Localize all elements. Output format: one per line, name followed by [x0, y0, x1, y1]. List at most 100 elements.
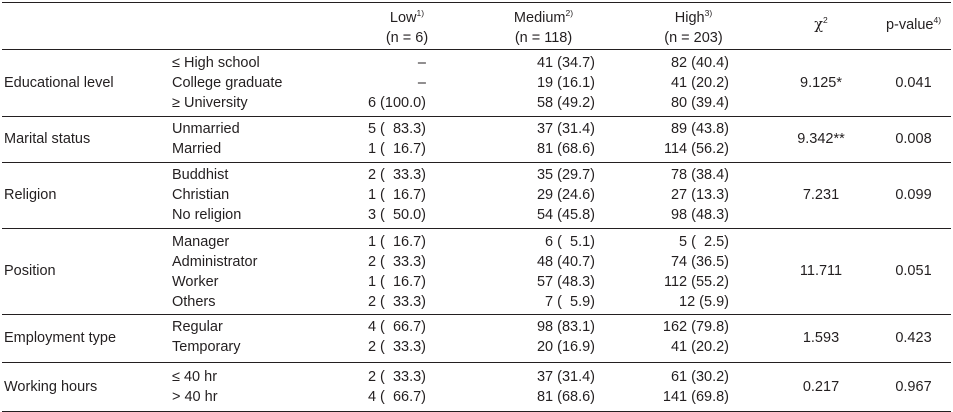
category-cell: Regular Temporary — [168, 315, 348, 362]
medium-value: 98 (83.1) — [536, 319, 595, 336]
medium-cell: 41 (34.7) 19 (16.1) 58 (49.2) — [466, 50, 621, 117]
medium-value: 57 (48.3) — [536, 273, 595, 290]
table-row: Working hours ≤ 40 hr > 40 hr 2 ( 33.3) 4 ( … — [2, 362, 951, 412]
header-medium: Medium2) (n = 118) — [513, 8, 574, 46]
category-value: Worker — [172, 273, 219, 290]
category-cell: Buddhist Christian No religion — [168, 162, 348, 228]
header-variable — [2, 3, 168, 50]
chi-square-value: 1.593 — [802, 330, 840, 347]
category-cell: ≤ High school College graduate ≥ Universit… — [168, 50, 348, 117]
header-category — [168, 3, 348, 50]
chi-square-value: 0.217 — [802, 378, 840, 395]
high-cell: 162 (79.8) 41 (20.2) — [621, 315, 766, 362]
category-value: Married — [172, 140, 222, 157]
variable-label: Educational level — [4, 74, 114, 91]
p-value: 0.099 — [895, 187, 932, 204]
low-value: – — [417, 75, 426, 92]
low-cell: – – 6 (100.0) — [348, 50, 466, 117]
medium-value: 48 (40.7) — [536, 253, 595, 270]
low-value: 1 ( 16.7) — [367, 140, 426, 157]
high-value: 114 (56.2) — [663, 140, 729, 157]
medium-cell: 37 (31.4) 81 (68.6) — [466, 362, 621, 411]
p-value: 0.423 — [895, 330, 932, 347]
medium-value: 6 ( 5.1) — [545, 233, 595, 250]
high-cell: 61 (30.2) 141 (69.8) — [621, 362, 766, 411]
category-cell: Manager Administrator Worker Others — [168, 228, 348, 315]
high-value: 5 ( 2.5) — [679, 233, 729, 250]
low-value: 3 ( 50.0) — [367, 207, 426, 224]
low-value: 4 ( 66.7) — [367, 319, 426, 336]
variable-label: Religion — [4, 187, 57, 204]
category-value: ≤ 40 hr — [172, 368, 218, 385]
table-row: Employment type Regular Temporary 4 ( 66.7)… — [2, 315, 951, 363]
category-value: ≤ High school — [172, 55, 260, 71]
medium-value: 29 (24.6) — [536, 187, 595, 204]
medium-value: 54 (45.8) — [536, 207, 595, 224]
medium-value: 37 (31.4) — [536, 368, 595, 385]
low-value: 2 ( 33.3) — [367, 368, 426, 385]
low-cell: 4 ( 66.7) 2 ( 33.3) — [348, 315, 466, 362]
high-cell: 5 ( 2.5) 74 (36.5) 112 (55.2) 12 (5.9) — [621, 228, 766, 315]
category-value: Others — [172, 294, 216, 311]
header-p-value: p-value4) — [885, 15, 942, 33]
high-cell: 78 (38.4) 27 (13.3) 98 (48.3) — [621, 162, 766, 228]
medium-value: 81 (68.6) — [536, 388, 595, 405]
header-high: High3) (n = 203) — [664, 8, 723, 46]
table-row: Position Manager Administrator Worker Others… — [2, 228, 951, 315]
high-value: 12 (5.9) — [679, 294, 729, 311]
medium-value: 58 (49.2) — [536, 95, 595, 112]
header-low: Low1) (n = 6) — [385, 8, 429, 46]
medium-value: 35 (29.7) — [536, 166, 595, 183]
category-cell: ≤ 40 hr > 40 hr — [168, 362, 348, 411]
chi-square-value: 9.125* — [800, 74, 842, 91]
low-value: 2 ( 33.3) — [367, 339, 426, 356]
low-value: 1 ( 16.7) — [367, 187, 426, 204]
high-value: 61 (30.2) — [670, 368, 729, 385]
low-value: 1 ( 16.7) — [367, 233, 426, 250]
low-value: 1 ( 16.7) — [367, 273, 426, 290]
table-body: Educational level ≤ High school College gr… — [2, 50, 951, 412]
high-value: 78 (38.4) — [670, 166, 729, 183]
table-row: Marital status Unmarried Married 5 ( 83.3) 1… — [2, 116, 951, 163]
category-value: No religion — [172, 207, 242, 224]
category-value: ≥ University — [172, 95, 248, 112]
low-cell: 5 ( 83.3) 1 ( 16.7) — [348, 116, 466, 162]
high-value: 27 (13.3) — [670, 187, 729, 204]
high-value: 80 (39.4) — [670, 95, 729, 112]
low-cell: 2 ( 33.3) 4 ( 66.7) — [348, 362, 466, 411]
category-value: Buddhist — [172, 166, 229, 183]
high-value: 141 (69.8) — [662, 388, 729, 405]
high-value: 112 (55.2) — [663, 273, 729, 290]
low-value: 2 ( 33.3) — [367, 253, 426, 270]
low-value: 2 ( 33.3) — [367, 294, 426, 311]
variable-label: Working hours — [4, 378, 98, 395]
medium-cell: 37 (31.4) 81 (68.6) — [466, 116, 621, 162]
medium-cell: 98 (83.1) 20 (16.9) — [466, 315, 621, 362]
low-value: 4 ( 66.7) — [367, 388, 426, 405]
p-value: 0.008 — [895, 131, 932, 148]
medium-cell: 35 (29.7) 29 (24.6) 54 (45.8) — [466, 162, 621, 228]
p-value: 0.967 — [895, 378, 932, 395]
high-value: 89 (43.8) — [670, 120, 729, 137]
high-value: 74 (36.5) — [670, 253, 729, 270]
category-value: College graduate — [172, 75, 283, 92]
header-chi-square: χ2 — [814, 15, 828, 33]
chi-square-value: 9.342** — [797, 131, 845, 148]
high-cell: 89 (43.8) 114 (56.2) — [621, 116, 766, 162]
variable-label: Position — [4, 263, 56, 280]
low-value: 2 ( 33.3) — [367, 166, 426, 183]
variable-label: Employment type — [4, 330, 117, 347]
category-value: Unmarried — [172, 120, 240, 137]
medium-value: 20 (16.9) — [536, 339, 595, 356]
medium-value: 37 (31.4) — [536, 120, 595, 137]
low-value: 6 (100.0) — [367, 95, 426, 112]
low-value: 5 ( 83.3) — [367, 120, 426, 137]
chi-square-value: 11.711 — [799, 263, 843, 280]
category-value: Manager — [172, 233, 230, 250]
table-row: Educational level ≤ High school College gr… — [2, 50, 951, 117]
category-value: Regular — [172, 319, 223, 336]
high-value: 41 (20.2) — [670, 339, 729, 356]
category-cell: Unmarried Married — [168, 116, 348, 162]
